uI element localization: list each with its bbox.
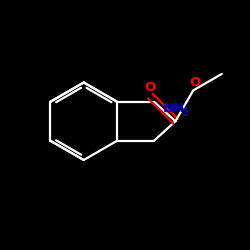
Text: 2: 2 <box>181 108 188 118</box>
Text: O: O <box>144 81 156 94</box>
Text: O: O <box>189 76 200 89</box>
Text: NH: NH <box>163 102 185 114</box>
